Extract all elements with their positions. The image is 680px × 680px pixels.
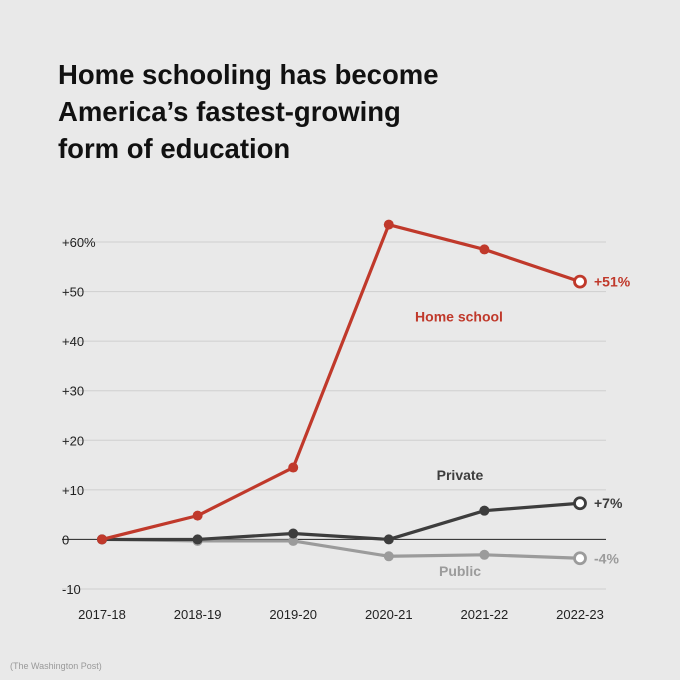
y-tick-label: +10 [62, 483, 84, 498]
chart-title: Home schooling has become America’s fast… [58, 56, 578, 167]
home-school-point [97, 534, 107, 545]
home-school-point [288, 462, 299, 473]
chart-title-line-1: Home schooling has become [58, 59, 439, 90]
x-axis-ticks: 2017-18 2018-19 2019-20 2020-21 2021-22 2022-… [78, 607, 604, 622]
series-group [97, 219, 587, 566]
home-school-line [100, 223, 582, 542]
x-tick-label: 2021-22 [461, 607, 509, 622]
public-end-label: -4% [594, 550, 619, 566]
y-tick-label: +30 [62, 384, 84, 399]
chart-title-line-3: form of education [58, 133, 291, 164]
source-credit: (The Washington Post) [10, 661, 102, 671]
private-end-point [573, 496, 587, 511]
private-point [383, 534, 394, 545]
home-school-end-point [573, 274, 587, 289]
x-tick-label: 2019-20 [269, 607, 317, 622]
series-labels: -4% +7% +51% Public Private Home school [415, 274, 631, 579]
x-tick-label: 2018-19 [174, 607, 222, 622]
x-tick-label: 2020-21 [365, 607, 413, 622]
private-point [192, 534, 203, 545]
y-tick-label: +50 [62, 285, 84, 300]
public-end-point [573, 551, 587, 566]
home-school-point [192, 510, 203, 521]
home-school-series-label: Home school [415, 308, 503, 324]
public-point [288, 535, 299, 546]
private-point [479, 505, 490, 516]
private-point [288, 528, 299, 539]
y-tick-label: +40 [62, 334, 84, 349]
private-series-label: Private [437, 467, 484, 483]
grid-lines [62, 241, 606, 590]
home-school-point [383, 219, 394, 230]
y-axis-ticks: +60% +50 +40 +30 +20 +10 0 -10 [62, 235, 96, 597]
y-tick-label: -10 [62, 582, 81, 597]
x-tick-label: 2017-18 [78, 607, 126, 622]
public-line [100, 537, 582, 560]
x-tick-label: 2022-23 [556, 607, 604, 622]
y-tick-label: 0 [62, 532, 69, 547]
public-series-label: Public [439, 563, 481, 579]
home-school-point [479, 244, 490, 255]
public-point [383, 551, 394, 562]
private-end-label: +7% [594, 495, 623, 511]
y-tick-label: +60% [62, 235, 96, 250]
chart-title-line-2: America’s fastest-growing [58, 96, 401, 127]
private-line [100, 501, 582, 542]
public-point [479, 549, 490, 560]
home-school-end-label: +51% [594, 274, 631, 290]
y-tick-label: +20 [62, 433, 84, 448]
